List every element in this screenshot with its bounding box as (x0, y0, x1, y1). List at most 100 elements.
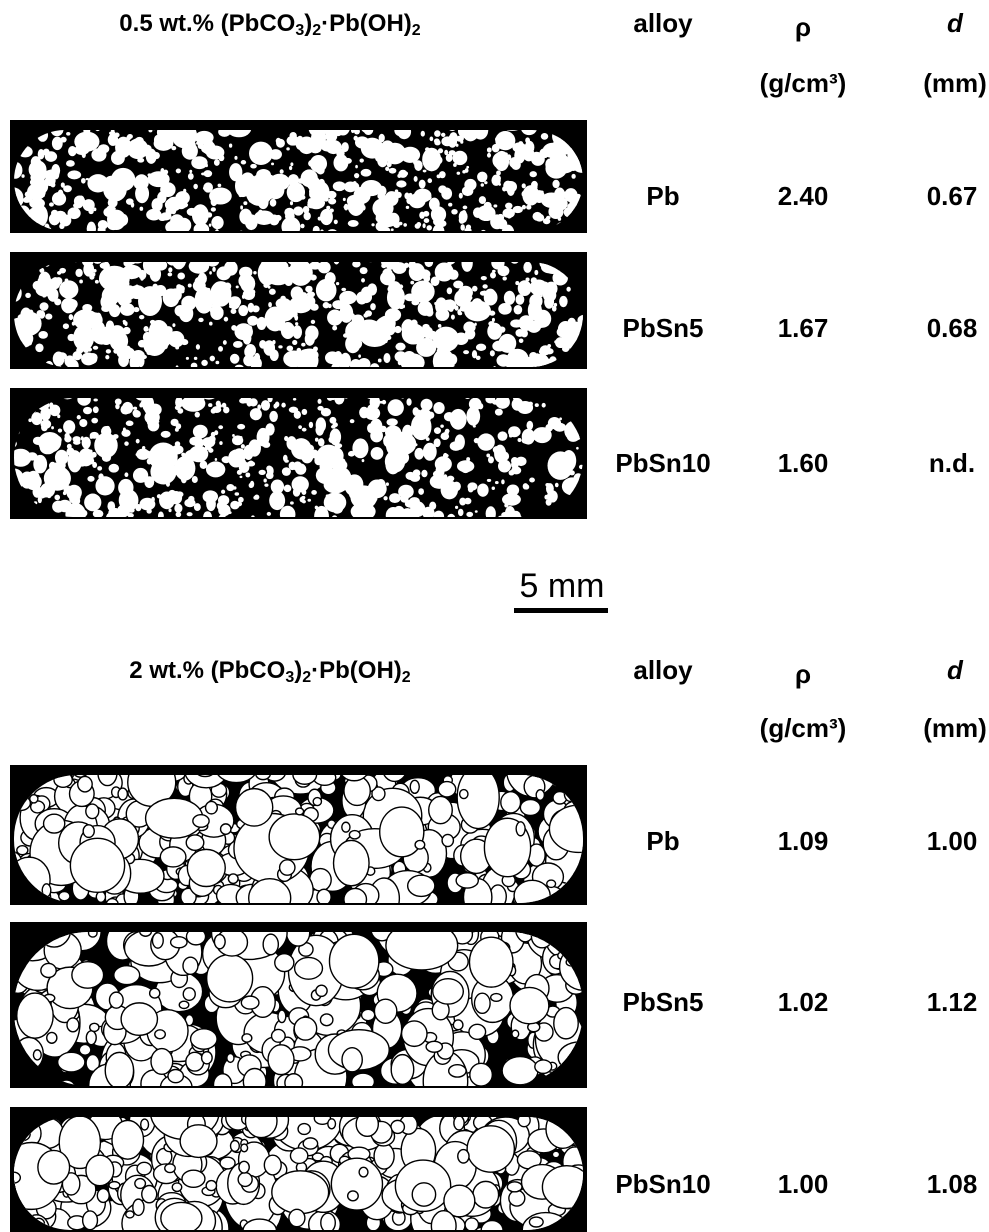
grain (72, 322, 75, 326)
grain (32, 179, 48, 195)
grain (87, 347, 92, 351)
grain (523, 404, 528, 408)
grain (123, 428, 126, 432)
grain (36, 283, 54, 296)
grain (448, 134, 458, 148)
grain (358, 204, 364, 209)
grain (267, 512, 271, 516)
grain (359, 1167, 368, 1177)
grain (66, 160, 75, 167)
grain (232, 434, 235, 437)
grain (221, 824, 231, 834)
grain (197, 220, 204, 226)
grain (151, 1049, 173, 1075)
grain (69, 314, 74, 320)
grain (110, 207, 116, 211)
grain (43, 149, 50, 156)
grain (302, 428, 307, 432)
grain (541, 133, 548, 140)
grain (313, 226, 320, 234)
grain (328, 198, 336, 204)
grain (545, 159, 554, 171)
grain (382, 321, 386, 325)
grain (405, 172, 408, 176)
alloy-cell: PbSn10 (615, 448, 710, 478)
grain (129, 299, 132, 303)
grain (311, 490, 317, 495)
grain (67, 1018, 79, 1032)
grain (168, 1070, 183, 1083)
grain (544, 495, 548, 500)
grain (247, 316, 258, 326)
grain (188, 496, 194, 502)
grain (492, 144, 500, 153)
grain (295, 322, 298, 325)
grain (460, 790, 468, 799)
grain (33, 455, 47, 473)
grain (241, 444, 245, 448)
grain (559, 324, 576, 338)
grain (438, 344, 442, 348)
grain (545, 282, 558, 296)
grain (355, 165, 358, 169)
grain (461, 302, 474, 312)
grain (289, 166, 292, 170)
grain (154, 136, 174, 151)
grain (181, 136, 190, 145)
grain (439, 171, 446, 178)
grain (502, 186, 506, 191)
grain (329, 208, 333, 212)
grain (117, 512, 124, 521)
grain (90, 1023, 99, 1031)
grain (477, 433, 495, 450)
grain (179, 1001, 189, 1008)
grain (218, 184, 222, 187)
grain (78, 195, 84, 204)
grain (424, 218, 430, 223)
grain (457, 309, 461, 315)
grain (298, 1124, 310, 1135)
grain (174, 470, 178, 475)
grain (326, 206, 330, 210)
grain (545, 483, 549, 487)
header-rho: ρ (795, 659, 811, 689)
grain (55, 277, 63, 285)
grain (240, 275, 255, 292)
grain (220, 1157, 235, 1169)
grain (135, 1179, 146, 1189)
grain (495, 409, 503, 416)
grain (65, 433, 70, 439)
grain (224, 317, 228, 322)
grain (230, 354, 239, 364)
grain (230, 270, 233, 274)
grain (229, 163, 242, 181)
grain (152, 296, 158, 304)
header-rho-unit: (g/cm³) (760, 68, 847, 98)
grain (509, 433, 513, 437)
grain (239, 193, 243, 197)
grain (191, 1029, 217, 1049)
grain (108, 134, 118, 146)
grain (283, 315, 289, 321)
grain (248, 439, 261, 456)
grain (215, 361, 219, 365)
grain (243, 201, 247, 205)
grain (568, 208, 572, 211)
grain (385, 191, 399, 206)
grain (332, 325, 337, 330)
grain (221, 268, 228, 275)
grain (394, 326, 401, 333)
grain (523, 148, 535, 161)
grain (103, 483, 108, 488)
grain (66, 132, 70, 136)
grain (300, 497, 305, 503)
grain (236, 286, 239, 289)
grain (415, 223, 421, 228)
grain (249, 879, 291, 918)
grain (391, 228, 394, 231)
grain (298, 425, 302, 429)
density-cell: 1.02 (778, 987, 829, 1017)
grain (533, 185, 538, 190)
grain (86, 354, 97, 364)
grain (360, 267, 368, 274)
